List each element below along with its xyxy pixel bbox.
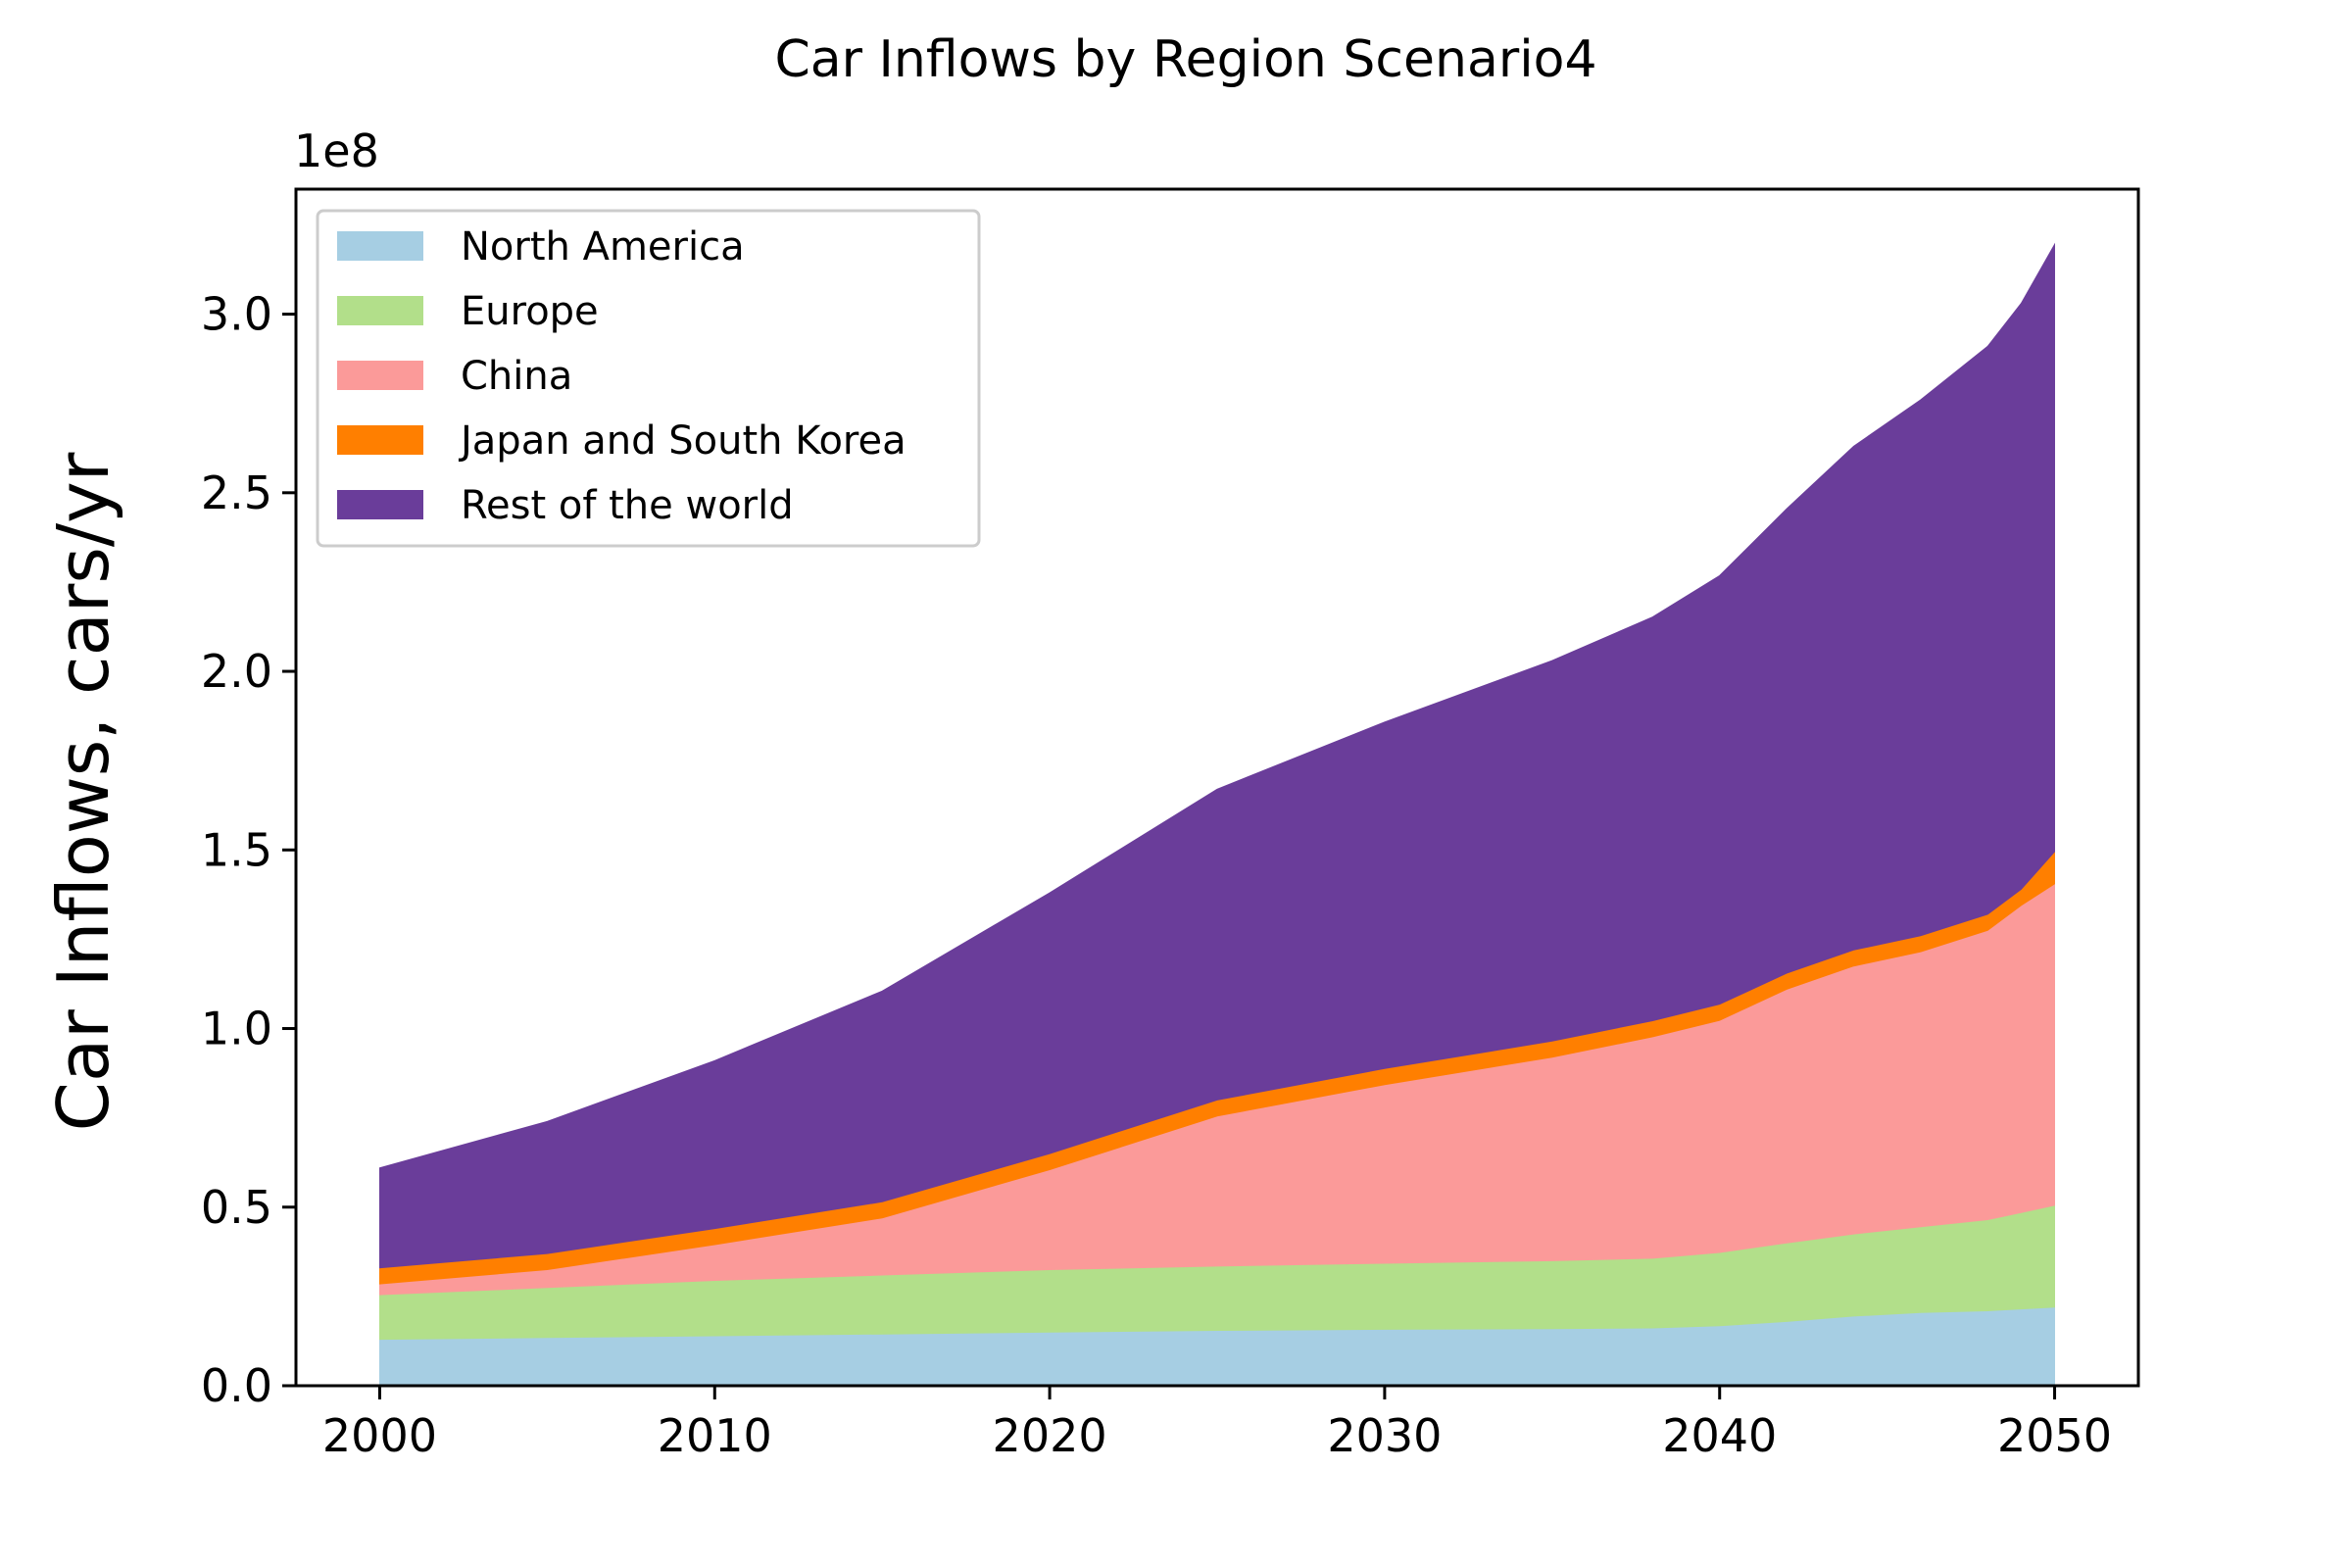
x-axis-ticks: 2000 2010 2020 2030 2040 2050 — [322, 1386, 2112, 1462]
y-axis-label: Car Inflows, cars/yr — [42, 452, 124, 1131]
area-rest-of-the-world — [379, 242, 2055, 1269]
y-tick-label: 1.5 — [201, 823, 272, 876]
y-tick-label: 2.0 — [201, 645, 272, 698]
x-tick-label: 2030 — [1327, 1409, 1442, 1462]
plot-frame — [294, 187, 2140, 1388]
x-tick-label: 2020 — [993, 1409, 1107, 1462]
legend-label-north-america: North America — [461, 224, 745, 270]
x-tick-label: 2040 — [1662, 1409, 1777, 1462]
area-layers — [379, 242, 2055, 1387]
legend: North America Europe China Japan and South … — [316, 209, 981, 548]
y-offset-label: 1e8 — [294, 124, 379, 177]
legend-swatch-china — [337, 361, 423, 390]
x-tick-label: 2010 — [658, 1409, 772, 1462]
legend-label-europe: Europe — [461, 289, 599, 334]
legend-swatch-japan-and-south-korea — [337, 425, 423, 455]
y-axis-ticks: 0.0 0.5 1.0 1.5 2.0 2.5 3.0 — [201, 288, 296, 1412]
x-tick-label: 2000 — [322, 1409, 437, 1462]
y-tick-label: 3.0 — [201, 288, 272, 341]
legend-label-rest-of-the-world: Rest of the world — [461, 483, 794, 528]
y-tick-label: 0.0 — [201, 1359, 272, 1412]
chart-title: Car Inflows by Region Scenario4 — [774, 30, 1596, 89]
legend-label-china: China — [461, 354, 572, 399]
legend-box — [316, 209, 981, 548]
legend-swatch-europe — [337, 296, 423, 325]
x-tick-label: 2050 — [1997, 1409, 2112, 1462]
y-tick-label: 1.0 — [201, 1003, 272, 1055]
legend-label-japan-and-south-korea: Japan and South Korea — [458, 418, 906, 464]
y-tick-label: 2.5 — [201, 466, 272, 519]
legend-swatch-north-america — [337, 231, 423, 261]
legend-swatch-rest-of-the-world — [337, 490, 423, 519]
y-tick-label: 0.5 — [201, 1181, 272, 1234]
